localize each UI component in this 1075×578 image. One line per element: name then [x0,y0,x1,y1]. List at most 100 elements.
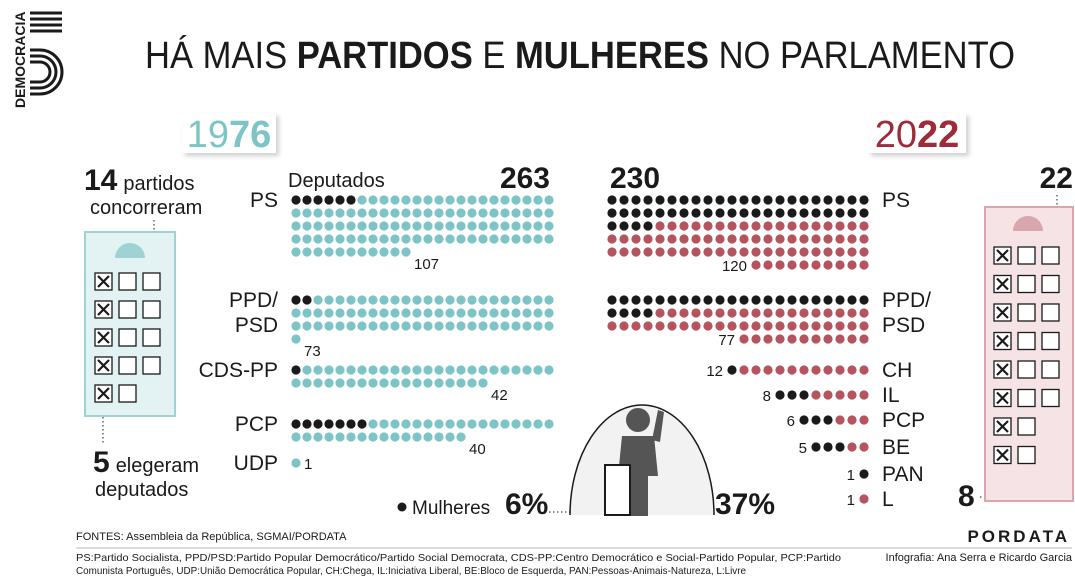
man-dot [478,321,488,331]
note: Comunista Português, UDP:União Democráti… [76,565,746,577]
man-dot [727,308,737,318]
man-dot [500,221,510,231]
man-dot [631,234,641,244]
woman-dot [643,221,653,231]
seat-count: 5 [799,440,807,457]
man-dot [324,308,334,318]
man-dot [643,247,653,257]
man-dot [727,247,737,257]
source: FONTES: Assembleia da República, SGMAI/P… [76,531,347,543]
man-dot [313,234,323,244]
man-dot [434,365,444,375]
ballot-icon [115,243,145,258]
man-dot [467,378,477,388]
ballot-check [97,387,110,400]
woman-dot [335,195,345,205]
woman-dot [823,208,833,218]
man-dot [434,295,444,305]
man-dot [302,365,312,375]
man-dot [379,195,389,205]
man-dot [522,295,532,305]
man-dot [811,321,821,331]
man-dot [379,247,389,257]
man-dot [478,195,488,205]
man-dot [511,365,521,375]
man-dot [859,221,869,231]
woman-dot [811,295,821,305]
man-dot [368,378,378,388]
man-dot [346,378,356,388]
man-dot [346,221,356,231]
man-dot [456,295,466,305]
man-dot [811,247,821,257]
logo-mark [30,11,64,96]
woman-dot [631,208,641,218]
man-dot [423,378,433,388]
man-dot [727,234,737,244]
title: HÁ MAIS PARTIDOS E MULHERES NO PARLAMENT… [145,34,1015,77]
man-dot [607,321,617,331]
man-dot [739,334,749,344]
man-dot [423,321,433,331]
ballot-box [1041,388,1060,408]
woman-dot [655,195,665,205]
man-dot [703,308,713,318]
man-dot [799,260,809,270]
man-dot [751,221,761,231]
elected-label: deputados [95,479,188,501]
ran-label: concorreram [90,197,202,219]
year-box [182,113,276,153]
woman-dot [787,208,797,218]
man-dot [533,208,543,218]
woman-dot [357,419,367,429]
woman-dot [302,419,312,429]
ballot-box [1041,246,1060,265]
man-dot [423,195,433,205]
man-dot [763,334,773,344]
ran-count: 22 [1040,162,1073,195]
seat-count: 73 [304,343,321,360]
man-dot [511,208,521,218]
woman-dot [631,195,641,205]
man-dot [703,247,713,257]
woman-dot [859,295,869,305]
man-dot [619,247,629,257]
man-dot [655,308,665,318]
party-label: PS [250,189,278,212]
man-dot [467,221,477,231]
woman-dot [811,442,821,452]
woman-dot [835,295,845,305]
man-dot [739,365,749,375]
man-dot [456,378,466,388]
man-dot [434,208,444,218]
man-dot [775,260,785,270]
man-dot [346,295,356,305]
note: PS:Partido Socialista, PPD/PSD:Partido P… [76,552,841,564]
man-dot [335,432,345,442]
woman-dot [799,195,809,205]
man-dot [357,432,367,442]
man-dot [823,221,833,231]
ballot-check [996,306,1009,319]
man-dot [401,321,411,331]
woman-dot [324,195,334,205]
year-box [868,113,966,153]
woman-dot [643,308,653,318]
woman-dot [715,195,725,205]
man-dot [335,365,345,375]
man-dot [401,419,411,429]
man-dot [379,295,389,305]
woman-dot [823,295,833,305]
man-dot [847,442,857,452]
man-dot [291,208,301,218]
woman-dot [291,195,301,205]
man-dot [412,234,422,244]
man-dot [847,221,857,231]
man-dot [291,321,301,331]
woman-dot [655,208,665,218]
man-dot [456,419,466,429]
man-dot [835,221,845,231]
man-dot [847,334,857,344]
man-dot [379,208,389,218]
